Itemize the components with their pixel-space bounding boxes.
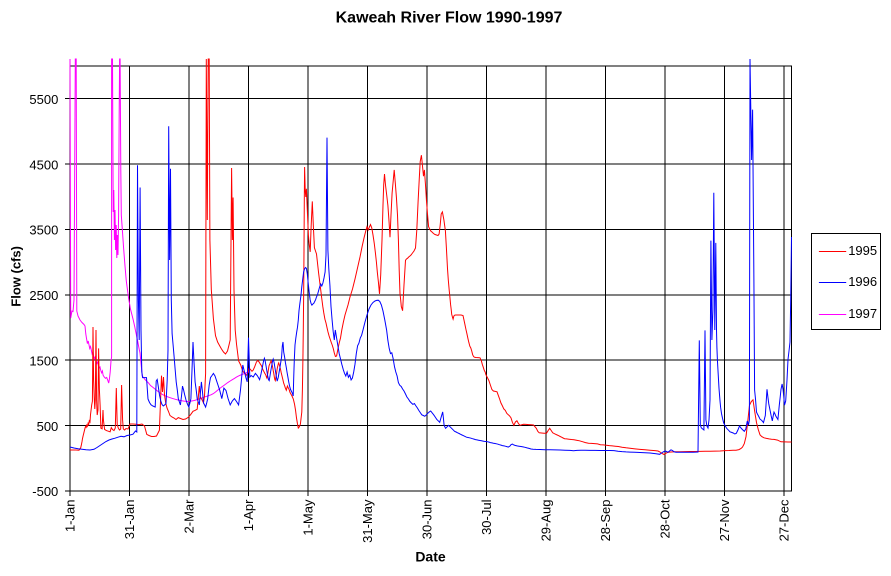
svg-text:30-Jul: 30-Jul xyxy=(479,499,494,535)
svg-text:500: 500 xyxy=(37,419,59,434)
svg-text:Date: Date xyxy=(415,549,446,565)
svg-text:1995: 1995 xyxy=(848,243,877,258)
svg-text:4500: 4500 xyxy=(29,157,58,172)
svg-text:1500: 1500 xyxy=(29,353,58,368)
svg-text:29-Aug: 29-Aug xyxy=(539,500,554,542)
svg-text:5500: 5500 xyxy=(29,92,58,107)
svg-text:28-Sep: 28-Sep xyxy=(598,500,613,542)
svg-text:30-Jun: 30-Jun xyxy=(420,500,435,540)
svg-text:31-May: 31-May xyxy=(360,499,375,543)
svg-text:1-Apr: 1-Apr xyxy=(241,499,256,531)
svg-text:2500: 2500 xyxy=(29,288,58,303)
svg-text:Flow (cfs): Flow (cfs) xyxy=(9,246,24,307)
svg-text:27-Dec: 27-Dec xyxy=(777,499,792,541)
svg-text:Kaweah River Flow 1990-1997: Kaweah River Flow 1990-1997 xyxy=(336,10,563,27)
svg-text:1996: 1996 xyxy=(848,274,877,289)
svg-text:1-Jan: 1-Jan xyxy=(63,500,78,533)
svg-text:1-May: 1-May xyxy=(301,499,316,536)
svg-text:3500: 3500 xyxy=(29,223,58,238)
svg-text:1997: 1997 xyxy=(848,306,877,321)
svg-text:27-Nov: 27-Nov xyxy=(717,499,732,541)
svg-text:-500: -500 xyxy=(32,484,58,499)
svg-text:31-Jan: 31-Jan xyxy=(122,500,137,540)
svg-text:2-Mar: 2-Mar xyxy=(182,499,197,534)
svg-text:28-Oct: 28-Oct xyxy=(658,499,673,538)
